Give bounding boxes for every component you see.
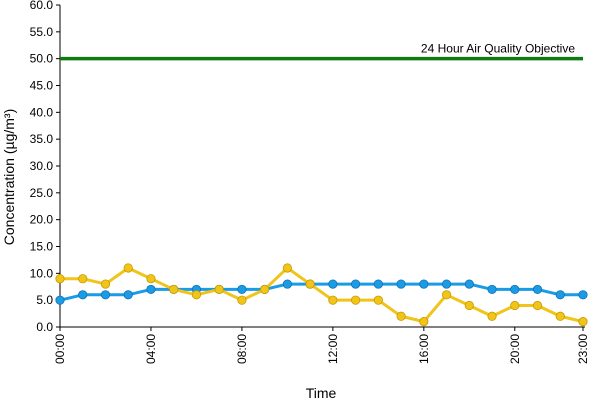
series-2 <box>55 263 588 327</box>
data-point <box>123 290 133 300</box>
data-point <box>328 295 338 305</box>
data-point <box>373 295 383 305</box>
data-point <box>487 284 497 295</box>
data-point <box>123 263 133 273</box>
data-point <box>441 290 452 300</box>
y-tick-labels: 0.0 5.0 10.0 15.0 20.0 25.0 30.0 35.0 40.0 45.0 50… <box>30 0 60 334</box>
data-point <box>510 300 520 311</box>
data-point <box>532 300 543 311</box>
series-1 <box>55 279 588 305</box>
data-point <box>78 274 88 284</box>
data-point <box>396 311 406 321</box>
x-tick-label: 20:00 <box>508 334 522 364</box>
data-point <box>351 279 361 289</box>
data-point <box>464 300 474 311</box>
data-point <box>578 317 588 327</box>
data-point <box>487 311 497 321</box>
y-tick-label: 35.0 <box>30 132 54 146</box>
data-point <box>146 274 156 284</box>
data-point <box>146 284 156 295</box>
series-group <box>55 263 588 327</box>
data-point <box>260 284 270 295</box>
y-tick-label: 40.0 <box>30 105 54 119</box>
data-point <box>78 290 88 300</box>
reference-line-group: 24 Hour Air Quality Objective <box>60 42 583 61</box>
data-point <box>328 279 338 289</box>
x-axis-title: Time <box>306 385 337 400</box>
data-point <box>510 284 520 295</box>
x-tick-label: 08:00 <box>235 334 249 364</box>
series-line <box>60 266 584 324</box>
data-point <box>555 290 565 300</box>
x-tick-label: 00:00 <box>53 334 67 364</box>
x-tick-label: 23:00 <box>576 334 590 364</box>
data-point <box>169 284 179 295</box>
data-point <box>237 284 247 295</box>
data-point <box>419 317 429 327</box>
data-point <box>214 284 224 295</box>
data-point <box>578 290 588 300</box>
data-point <box>282 279 292 289</box>
data-point <box>373 279 383 289</box>
data-point <box>237 295 247 305</box>
x-tick-label: 12:00 <box>326 334 340 364</box>
y-tick-label: 55.0 <box>30 25 54 39</box>
y-tick-label: 15.0 <box>30 240 54 254</box>
data-point <box>282 263 292 273</box>
data-point <box>305 279 315 289</box>
x-tick-labels: 00:00 04:00 08:00 12:00 16:00 20:00 23:00 <box>53 327 590 364</box>
data-point <box>55 295 65 305</box>
data-point <box>191 290 202 300</box>
data-point <box>419 279 429 289</box>
x-tick-label: 16:00 <box>417 334 431 364</box>
data-point <box>351 295 361 305</box>
y-tick-label: 60.0 <box>30 0 54 12</box>
y-tick-label: 50.0 <box>30 52 54 66</box>
y-tick-label: 45.0 <box>30 79 54 93</box>
y-tick-label: 10.0 <box>30 266 54 280</box>
reference-line-label: 24 Hour Air Quality Objective <box>421 42 575 56</box>
data-point <box>100 290 111 300</box>
data-point <box>464 279 474 289</box>
data-point <box>555 311 565 321</box>
data-point <box>100 279 111 289</box>
data-point <box>532 284 543 295</box>
y-tick-label: 25.0 <box>30 186 54 200</box>
y-axis-title: Concentration (µg/m³) <box>1 109 17 245</box>
x-tick-label: 04:00 <box>144 334 158 364</box>
data-point <box>55 274 65 284</box>
y-tick-label: 20.0 <box>30 213 54 227</box>
y-tick-label: 0.0 <box>36 320 53 334</box>
data-point <box>396 279 406 289</box>
y-tick-label: 5.0 <box>36 293 53 307</box>
y-tick-label: 30.0 <box>30 159 54 173</box>
data-point <box>441 279 452 289</box>
